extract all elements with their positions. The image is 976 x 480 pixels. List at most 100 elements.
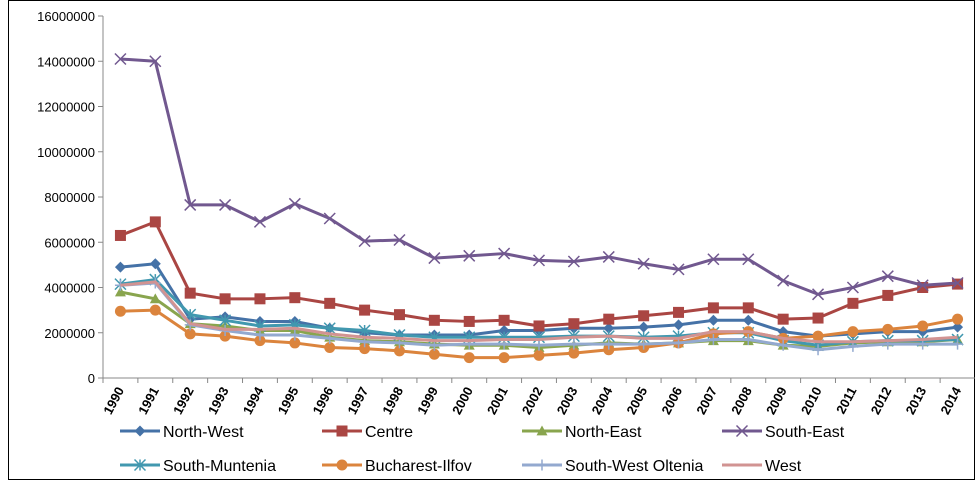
marker xyxy=(289,337,301,349)
legend-marker xyxy=(133,458,147,472)
marker xyxy=(742,253,755,266)
y-tick-label: 0 xyxy=(88,371,95,386)
marker xyxy=(253,215,266,228)
marker xyxy=(463,249,476,262)
marker xyxy=(149,258,161,270)
marker xyxy=(289,329,301,341)
marker xyxy=(812,330,824,342)
chart-frame xyxy=(8,0,975,480)
marker xyxy=(673,319,685,331)
marker xyxy=(428,348,440,360)
marker xyxy=(602,250,615,263)
marker xyxy=(638,338,650,350)
y-tick-label: 12000000 xyxy=(37,100,95,115)
marker xyxy=(114,229,126,241)
legend-marker xyxy=(336,459,348,471)
y-tick-label: 2000000 xyxy=(44,326,95,341)
marker xyxy=(603,338,615,350)
legend-label: North-East xyxy=(565,424,642,441)
marker xyxy=(324,341,336,353)
marker xyxy=(254,329,266,341)
y-tick-label: 10000000 xyxy=(37,145,95,160)
legend-label: South-West Oltenia xyxy=(565,458,704,475)
marker xyxy=(952,321,964,333)
legend-label: South-Muntenia xyxy=(163,458,276,475)
marker xyxy=(568,347,580,359)
legend-label: North-West xyxy=(163,424,244,441)
marker xyxy=(359,343,371,355)
marker xyxy=(532,254,546,267)
marker xyxy=(149,304,161,316)
marker xyxy=(882,323,894,335)
legend-label: Bucharest-Ilfov xyxy=(365,458,472,475)
marker xyxy=(184,198,197,211)
marker xyxy=(219,293,231,305)
marker xyxy=(359,304,371,316)
marker xyxy=(184,287,196,299)
marker xyxy=(288,197,301,210)
marker xyxy=(358,235,371,248)
marker xyxy=(533,320,545,332)
legend-marker xyxy=(134,425,146,437)
marker xyxy=(742,334,754,346)
marker xyxy=(812,288,825,301)
marker xyxy=(114,261,126,273)
legend-label: South-East xyxy=(765,424,845,441)
marker xyxy=(672,263,685,276)
marker xyxy=(707,302,719,314)
marker xyxy=(324,297,336,309)
y-tick-label: 16000000 xyxy=(37,9,95,24)
marker xyxy=(498,324,510,336)
marker xyxy=(289,292,301,304)
legend-marker xyxy=(735,424,749,438)
marker xyxy=(917,320,929,332)
marker xyxy=(533,339,545,351)
marker xyxy=(882,289,894,301)
marker xyxy=(777,313,789,325)
marker xyxy=(637,257,650,270)
marker xyxy=(393,233,406,247)
marker xyxy=(847,326,859,338)
marker xyxy=(393,345,405,357)
marker xyxy=(847,297,859,309)
marker xyxy=(114,286,126,297)
marker xyxy=(812,344,824,356)
marker xyxy=(881,270,894,283)
marker xyxy=(707,334,719,346)
marker xyxy=(952,313,964,325)
y-tick-label: 14000000 xyxy=(37,54,95,69)
marker xyxy=(149,55,162,68)
legend-marker xyxy=(336,425,348,437)
marker xyxy=(638,321,650,333)
marker xyxy=(358,324,371,337)
marker xyxy=(219,198,232,211)
marker xyxy=(463,352,475,364)
marker xyxy=(777,274,790,287)
marker xyxy=(323,212,336,225)
marker xyxy=(149,293,161,304)
marker xyxy=(742,302,754,314)
marker xyxy=(219,314,232,327)
marker xyxy=(184,328,196,340)
marker xyxy=(498,352,510,364)
marker xyxy=(149,216,161,228)
marker xyxy=(707,314,719,326)
marker xyxy=(777,339,789,351)
marker xyxy=(952,338,964,350)
marker xyxy=(707,253,720,266)
marker xyxy=(603,344,615,356)
marker xyxy=(428,252,441,265)
marker xyxy=(498,314,510,326)
marker xyxy=(846,281,859,294)
marker xyxy=(568,318,580,330)
marker xyxy=(568,338,580,350)
marker xyxy=(254,293,266,305)
marker xyxy=(428,314,440,326)
marker xyxy=(463,315,475,327)
marker xyxy=(254,335,266,347)
y-tick-label: 6000000 xyxy=(44,235,95,250)
marker xyxy=(812,312,824,324)
series-line xyxy=(120,280,958,344)
legend-label: Centre xyxy=(365,424,413,441)
